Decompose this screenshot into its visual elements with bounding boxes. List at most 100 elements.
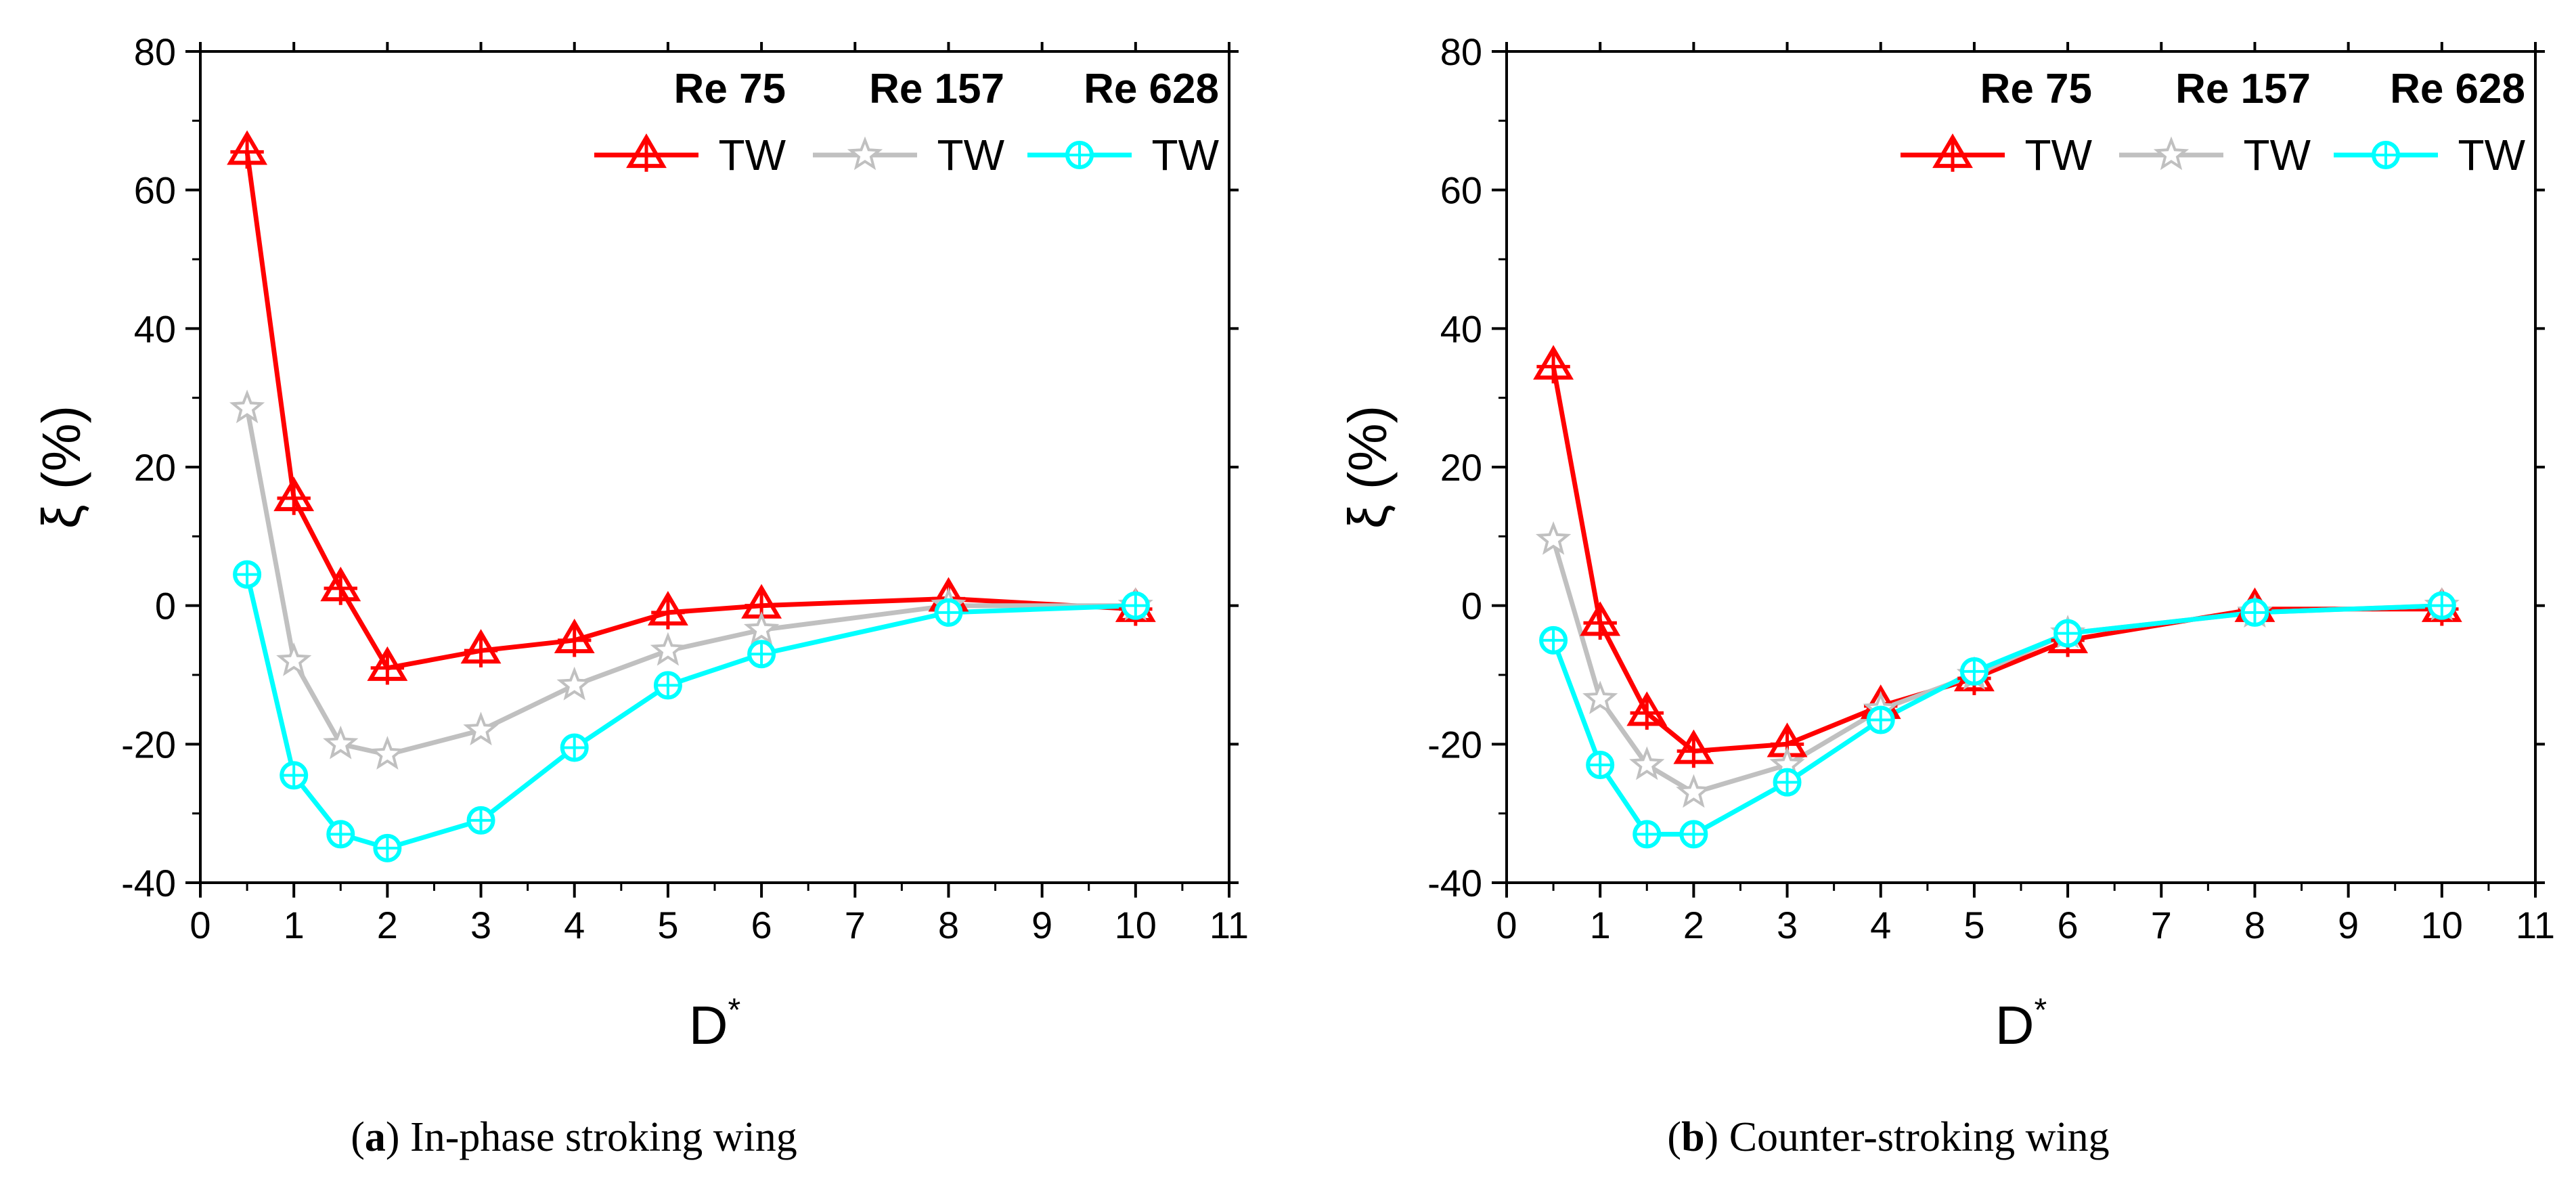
legend-header: Re 628	[1084, 66, 1219, 112]
x-tick-label: 8	[2244, 904, 2265, 946]
data-point-series-3	[1959, 657, 1989, 686]
data-point-series-3	[934, 598, 963, 627]
data-point-series-2	[1676, 774, 1712, 808]
data-point-series-3	[560, 733, 589, 762]
data-point-series-2	[370, 736, 405, 770]
data-point-series-3	[326, 820, 355, 849]
y-tick-label: 60	[134, 169, 176, 212]
legend-marker-shape	[2153, 136, 2190, 171]
legend-entry-label: TW	[937, 131, 1005, 179]
series-line-1	[1551, 366, 2442, 754]
x-tick-label: 8	[938, 904, 959, 946]
x-tick-label: 11	[2516, 904, 2555, 946]
data-point-series-1	[1580, 601, 1621, 640]
x-tick-label: 7	[845, 904, 866, 946]
data-point-series-1	[1533, 345, 1574, 384]
legend-header: Re 157	[2175, 66, 2311, 112]
x-tick-label: 1	[1590, 904, 1611, 946]
data-point-series-2	[323, 725, 359, 760]
data-point-series-2	[1535, 521, 1572, 555]
chart-panel-a: 0 1 2 3 4 5 6 7 8 9 10 11 -40 -20 0 20 40 60 80 D* ξ (%) Re 7…	[31, 30, 1249, 1160]
x-tick-label: 2	[377, 904, 398, 946]
legend-entry-label: TW	[2244, 131, 2311, 179]
data-point-series-2-shape	[743, 611, 780, 645]
data-point-series-2-shape	[463, 711, 499, 746]
plot-frame	[1505, 50, 2537, 884]
x-tick-label: 4	[1870, 904, 1891, 946]
data-point-series-2	[229, 389, 265, 424]
data-point-series-3	[2240, 598, 2269, 627]
data-point-series-1	[227, 130, 268, 169]
data-point-series-3	[2053, 619, 2083, 648]
x-tick-label: 6	[2058, 904, 2079, 946]
legend-marker	[626, 133, 667, 172]
chart-panel-b: 0 1 2 3 4 5 6 7 8 9 10 11 -40 -20 0 20 40 60 80 D* ξ (%) Re 7…	[1337, 30, 2555, 1160]
y-axis-title: ξ (%)	[31, 405, 91, 529]
data-point-series-2-shape	[1582, 680, 1618, 715]
y-tick-label: 0	[1461, 585, 1482, 628]
y-tick-label: 40	[1440, 307, 1482, 350]
x-tick-label: 0	[1496, 904, 1517, 946]
x-tick-label: 2	[1683, 904, 1704, 946]
data-point-series-2	[743, 611, 780, 645]
data-point-series-3	[1866, 705, 1895, 734]
legend-header: Re 157	[869, 66, 1004, 112]
legend-header: Re 75	[674, 66, 786, 112]
x-tick-label: 6	[751, 904, 772, 946]
y-tick-label: -40	[121, 862, 176, 904]
data-point-series-1	[1673, 729, 1714, 768]
panel-caption: (a) In-phase stroking wing	[351, 1114, 797, 1160]
data-point-series-1	[460, 629, 502, 667]
x-tick-label: 10	[2421, 904, 2463, 946]
data-point-series-2	[556, 666, 592, 701]
series-line-3	[1551, 603, 2442, 837]
data-point-series-3	[1586, 751, 1615, 780]
data-point-series-3	[280, 761, 309, 790]
data-point-series-2-shape	[276, 642, 312, 676]
data-point-series-2	[276, 642, 312, 676]
data-point-series-2-shape	[1676, 774, 1712, 808]
data-point-series-2-shape	[370, 736, 405, 770]
legend-entry-label: TW	[719, 131, 786, 179]
data-point-series-3	[1679, 820, 1708, 849]
y-tick-label: 60	[1440, 169, 1482, 212]
data-point-series-2-shape	[1629, 746, 1665, 780]
series-line-2	[244, 408, 1136, 757]
data-point-series-3	[1121, 591, 1150, 620]
legend-marker	[1065, 141, 1094, 169]
y-axis-title: ξ (%)	[1337, 405, 1398, 529]
legend-entry-label: TW	[2025, 131, 2093, 179]
data-point-series-2-shape	[650, 632, 686, 666]
data-point-series-3	[373, 833, 402, 862]
x-tick-label: 5	[1963, 904, 1984, 946]
data-point-series-2	[1582, 680, 1618, 715]
data-point-series-2	[1629, 746, 1665, 780]
legend-marker	[847, 136, 883, 171]
x-axis-title: D*	[689, 992, 740, 1055]
data-point-series-3	[1539, 625, 1568, 655]
y-tick-label: -20	[1427, 723, 1482, 766]
x-axis-title: D*	[1995, 992, 2047, 1055]
x-tick-label: 9	[2338, 904, 2359, 946]
x-tick-label: 1	[284, 904, 305, 946]
data-point-series-1	[273, 477, 315, 515]
legend-entry-label: TW	[1152, 131, 1220, 179]
data-point-series-1	[554, 618, 595, 657]
y-tick-label: 20	[134, 446, 176, 489]
legend-header: Re 75	[1980, 66, 2092, 112]
data-point-series-1	[320, 567, 361, 605]
data-point-series-3	[653, 671, 682, 700]
data-point-series-3	[466, 806, 495, 835]
x-tick-label: 5	[657, 904, 678, 946]
data-point-series-2-shape	[229, 389, 265, 424]
x-tick-label: 7	[2151, 904, 2172, 946]
plot-frame	[199, 50, 1230, 884]
legend-header: Re 628	[2390, 66, 2525, 112]
legend-marker	[1932, 133, 1973, 172]
data-point-series-2-shape	[556, 666, 592, 701]
series-line-3	[244, 573, 1136, 851]
y-tick-label: 80	[134, 30, 176, 73]
series-line-2	[1551, 539, 2442, 795]
data-point-series-3	[233, 560, 262, 589]
